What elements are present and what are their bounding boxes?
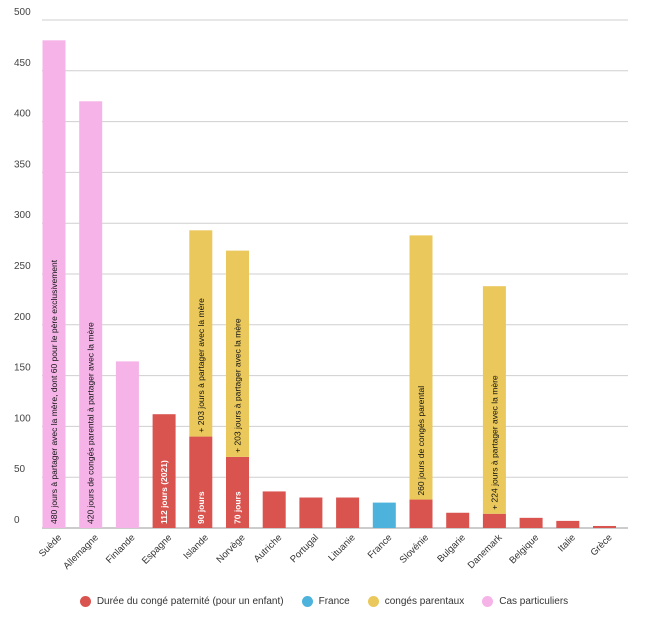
x-tick-label: Lituanie — [326, 532, 357, 563]
y-tick-label: 0 — [14, 515, 20, 526]
y-tick-label: 450 — [14, 58, 31, 69]
x-tick-label: Norvège — [214, 532, 247, 565]
legend-item: Cas particuliers — [482, 596, 568, 607]
bar-cas — [42, 40, 66, 528]
legend-marker — [301, 596, 313, 607]
y-tick-label: 500 — [14, 7, 31, 18]
bar-durée — [262, 491, 286, 528]
bar-congés — [482, 286, 506, 514]
x-tick-label: Autriche — [252, 532, 284, 564]
bar-durée — [519, 517, 543, 528]
legend-label: France — [318, 596, 350, 607]
bar-annotation: 480 jours à partager avec la mère, dont … — [49, 259, 59, 524]
x-tick-label: Portugal — [288, 532, 321, 565]
legend-marker — [79, 596, 91, 607]
x-tick-label: Bulgarie — [435, 532, 467, 564]
grid-lines — [42, 19, 628, 529]
legend-label: Cas particuliers — [499, 596, 569, 607]
bar-durée — [556, 520, 580, 528]
bar-durée — [152, 414, 176, 528]
bar-durée — [299, 497, 323, 528]
legend-item: Durée du congé paternité (pour un enfant… — [79, 596, 284, 607]
x-tick-label: France — [366, 532, 395, 561]
bar-annotation: 70 jours — [233, 491, 243, 524]
legend-item: congés parentaux — [367, 596, 465, 607]
bar-durée — [336, 497, 360, 528]
bar-france — [372, 502, 396, 528]
bars — [42, 40, 616, 528]
legend-label: Durée du congé paternité (pour un enfant… — [96, 596, 284, 607]
y-tick-label: 100 — [14, 413, 31, 424]
bar-congés — [409, 235, 433, 500]
legend-marker — [482, 596, 494, 607]
x-tick-label: Italie — [556, 532, 578, 554]
legend-label: congés parentaux — [384, 596, 465, 607]
x-tick-label: Suède — [37, 532, 64, 559]
y-tick-label: 50 — [14, 464, 26, 475]
bar-chart: 0 50 100 150 200 250 300 350 400 450 500 480 jours… — [14, 7, 628, 572]
legend-item: France — [301, 596, 350, 607]
bar-annotation: 260 jours de congés parental — [416, 386, 426, 496]
y-tick-label: 150 — [14, 363, 31, 374]
bar-durée — [482, 513, 506, 528]
y-tick-label: 250 — [14, 261, 31, 272]
y-tick-label: 400 — [14, 109, 31, 120]
x-tick-label: Islande — [181, 532, 210, 561]
bar-durée — [593, 525, 616, 528]
x-tick-label: Finlande — [104, 532, 138, 566]
y-tick-label: 300 — [14, 210, 31, 221]
bar-durée — [446, 512, 470, 528]
bar-congés — [189, 230, 213, 437]
bar-labels: 480 jours à partager avec la mère, dont … — [49, 259, 499, 524]
x-tick-label: Belgique — [507, 532, 541, 566]
bar-annotation: 420 jours de congés parental à partager … — [86, 322, 96, 524]
bar-congés — [226, 250, 249, 457]
bar-durée — [189, 436, 213, 528]
x-tick-label: Danemark — [466, 532, 505, 571]
bar-annotation: 90 jours — [196, 491, 206, 524]
x-tick-label: Allemagne — [61, 532, 101, 572]
x-tick-label: Grèce — [589, 532, 615, 558]
legend-marker — [367, 596, 379, 607]
y-tick-label: 350 — [14, 159, 31, 170]
bar-annotation: + 203 jours à partager avec la mère — [233, 318, 243, 453]
bar-annotation: + 203 jours à partager avec la mère — [196, 298, 206, 433]
x-tick-label: Slovénie — [398, 532, 432, 566]
y-tick-label: 200 — [14, 312, 31, 323]
bar-durée — [226, 456, 249, 528]
legend: Durée du congé paternité (pour un enfant… — [0, 596, 648, 607]
x-tick-label: Espagne — [140, 532, 174, 566]
bar-annotation: + 224 jours à partager avec la mère — [489, 375, 499, 510]
bar-cas — [115, 361, 139, 528]
y-axis-ticks: 0 50 100 150 200 250 300 350 400 450 500 — [14, 7, 31, 526]
bar-annotation: 112 jours (2021) — [159, 460, 169, 524]
bar-cas — [79, 101, 103, 528]
bar-durée — [409, 499, 433, 528]
